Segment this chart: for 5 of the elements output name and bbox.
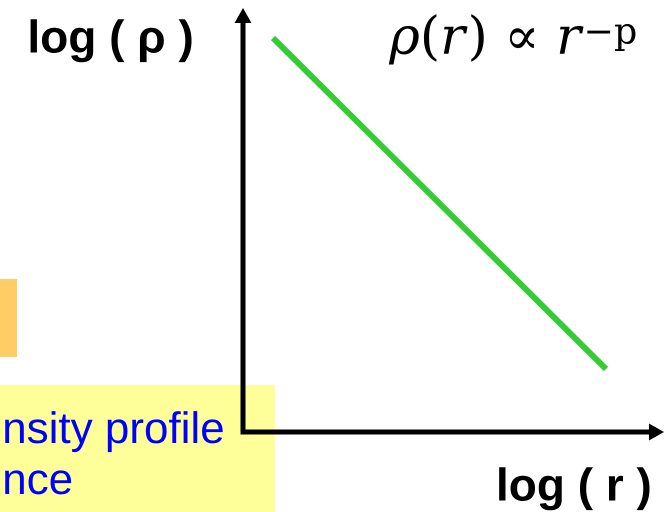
x-axis-title: log ( r ) xyxy=(499,467,650,510)
y-axis-title: log ( ρ ) xyxy=(30,19,192,62)
text: nsity profile xyxy=(5,411,223,452)
text: nce xyxy=(5,470,72,494)
annotation: ρ(r) ∝ r$^{−p}$ xyxy=(388,14,636,65)
